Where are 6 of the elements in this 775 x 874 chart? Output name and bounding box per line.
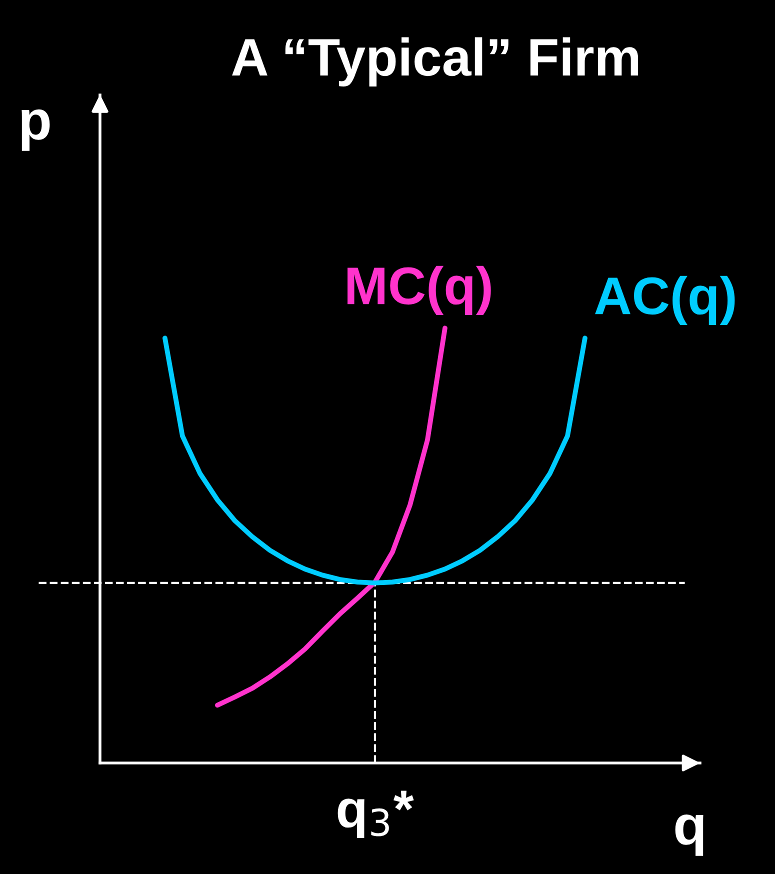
chart-title: A “Typical” Firm <box>232 37 638 87</box>
series-label: AC(q) <box>595 276 735 326</box>
series-label: MC(q) <box>348 266 491 316</box>
text: q$_{3}$* <box>338 790 414 838</box>
x-axis-title: q <box>675 814 704 856</box>
y-axis-title: p <box>22 109 50 151</box>
